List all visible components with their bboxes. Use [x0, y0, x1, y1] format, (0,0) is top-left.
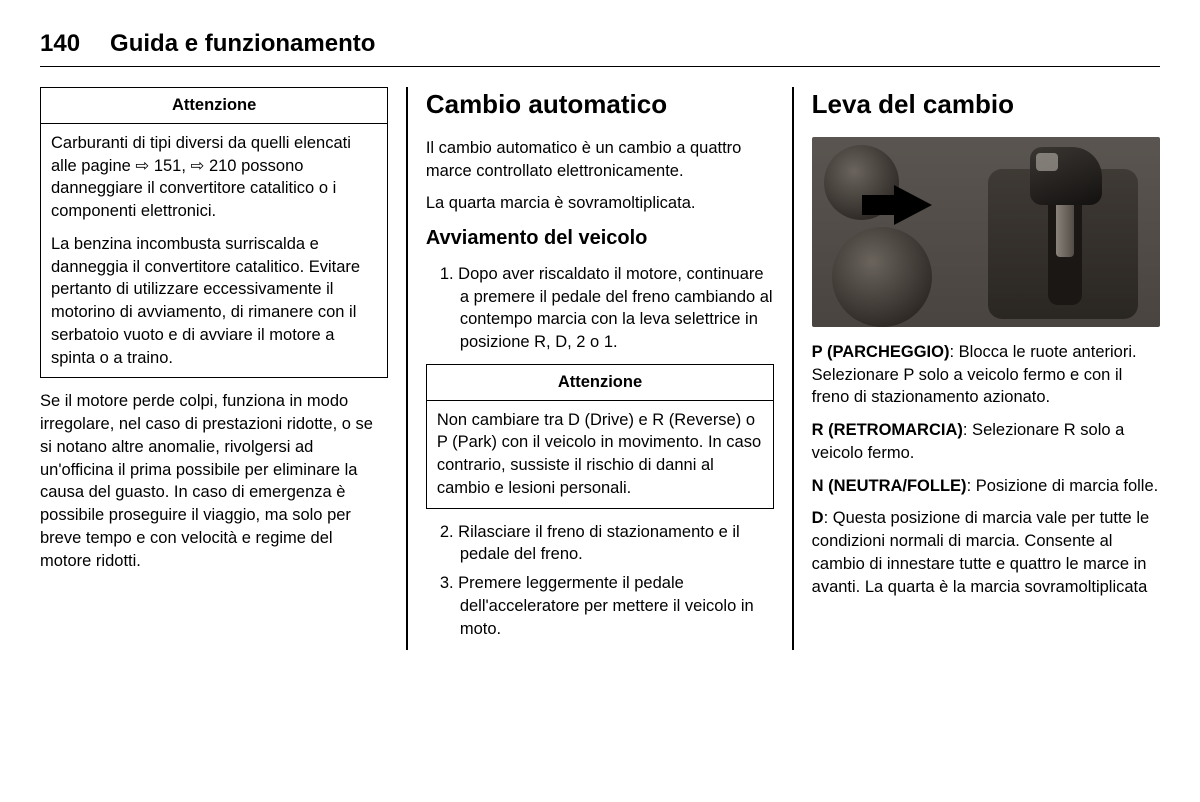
- attention-para: Non cambiare tra D (Drive) e R (Reverse)…: [437, 409, 763, 500]
- gear-desc-n: N (NEUTRA/FOLLE): Posizione di marcia fo…: [812, 475, 1160, 498]
- attention-box-2: Attenzione Non cambiare tra D (Drive) e …: [426, 364, 774, 509]
- column-2: Cambio automatico Il cambio automatico è…: [408, 87, 792, 650]
- shifter-knob-icon: [1030, 147, 1102, 205]
- arrow-icon: [894, 185, 932, 225]
- attention-body: Non cambiare tra D (Drive) e R (Reverse)…: [427, 401, 773, 508]
- page-number: 140: [40, 30, 80, 58]
- content-columns: Attenzione Carburanti di tipi diversi da…: [40, 87, 1160, 650]
- gear-text: : Posizione di marcia folle.: [967, 477, 1159, 495]
- highlight-icon: [1036, 153, 1058, 171]
- body-para: La quarta marcia è sovramoltiplicata.: [426, 192, 774, 215]
- list-item: 3. Premere leggermente il pedale dell'ac…: [426, 572, 774, 640]
- body-para: Il cambio automatico è un cambio a quatt…: [426, 137, 774, 183]
- column-1: Attenzione Carburanti di tipi diversi da…: [40, 87, 406, 650]
- attention-title: Attenzione: [41, 88, 387, 124]
- gear-desc-r: R (RETROMARCIA): Selezionare R solo a ve…: [812, 419, 1160, 465]
- gear-desc-d: D: Questa posizione di marcia vale per t…: [812, 507, 1160, 598]
- attention-body: Carburanti di tipi diversi da quelli ele…: [41, 124, 387, 378]
- gear-label: P (PARCHEGGIO): [812, 343, 950, 361]
- section-title: Leva del cambio: [812, 87, 1160, 123]
- list-item: 1. Dopo aver riscaldato il motore, conti…: [426, 263, 774, 354]
- numbered-list: 2. Rilasciare il freno di stazionamento …: [426, 521, 774, 641]
- page-ref: ⇨ 210: [191, 157, 237, 175]
- attention-box-1: Attenzione Carburanti di tipi diversi da…: [40, 87, 388, 378]
- section-title: Cambio automatico: [426, 87, 774, 123]
- attention-para-1: Carburanti di tipi diversi da quelli ele…: [51, 132, 377, 223]
- subsection-title: Avviamento del veicolo: [426, 225, 774, 253]
- page-header: 140 Guida e funzionamento: [40, 30, 1160, 67]
- page-ref: ⇨ 151: [135, 157, 181, 175]
- header-title: Guida e funzionamento: [110, 30, 375, 58]
- list-item: 2. Rilasciare il freno di stazionamento …: [426, 521, 774, 567]
- gear-label: R (RETROMARCIA): [812, 421, 963, 439]
- attention-para-2: La benzina incombusta surriscalda e dann…: [51, 233, 377, 370]
- column-3: Leva del cambio P (PARCHEGGIO): Blocca l…: [794, 87, 1160, 650]
- gear-label: D: [812, 509, 824, 527]
- attention-title: Attenzione: [427, 365, 773, 401]
- numbered-list: 1. Dopo aver riscaldato il motore, conti…: [426, 263, 774, 354]
- gear-label: N (NEUTRA/FOLLE): [812, 477, 967, 495]
- text-fragment: ,: [181, 157, 190, 175]
- gear-text: : Questa posizione di marcia vale per tu…: [812, 509, 1150, 595]
- body-para: Se il motore perde colpi, funziona in mo…: [40, 390, 388, 572]
- gear-shifter-image: [812, 137, 1160, 327]
- gear-desc-p: P (PARCHEGGIO): Blocca le ruote anterior…: [812, 341, 1160, 409]
- cupholder-icon: [832, 227, 932, 327]
